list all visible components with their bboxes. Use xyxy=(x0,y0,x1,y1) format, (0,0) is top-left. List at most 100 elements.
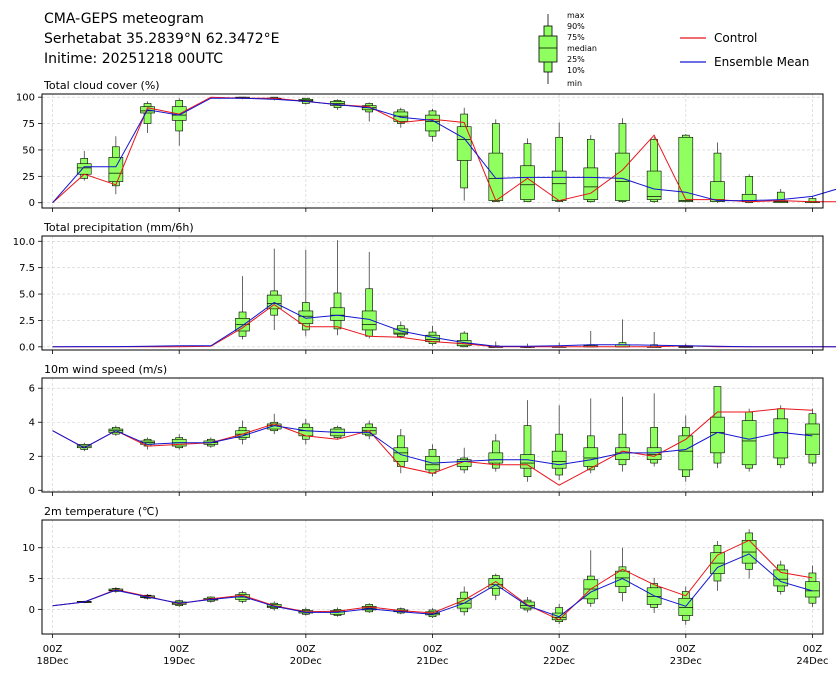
x-tick-label-time: 00Z xyxy=(296,644,316,655)
ensemble-box xyxy=(520,400,535,482)
box-legend: max 90% 75% median 25% 10% min xyxy=(538,11,597,88)
panel-0: 0 25 50 75 100 xyxy=(16,93,836,212)
title-line-1: CMA-GEPS meteogram xyxy=(44,11,204,27)
ensemble-box xyxy=(583,398,599,474)
x-tick-label-date: 19Dec xyxy=(163,656,195,667)
legend-p10-label: 10% xyxy=(567,66,585,75)
box-inner xyxy=(583,447,599,467)
legend-median-label: median xyxy=(567,44,597,53)
box-inner xyxy=(773,418,789,459)
legend-min-label: min xyxy=(567,79,582,88)
y-tick-label: 7.5 xyxy=(19,263,35,274)
ensemble-box xyxy=(773,560,789,595)
box-inner xyxy=(805,423,820,455)
ensemble-box xyxy=(330,240,345,336)
panel-frame xyxy=(41,235,824,351)
y-tick-label: 0 xyxy=(29,486,35,497)
legend-ensemble-label: Ensemble Mean xyxy=(714,55,809,69)
box-inner xyxy=(361,310,377,331)
ensemble-mean-line xyxy=(52,425,813,466)
legend-control-label: Control xyxy=(714,31,757,45)
panel-2: 0 2 4 6 xyxy=(29,377,824,497)
box-outer xyxy=(460,332,468,348)
box-inner xyxy=(108,157,124,182)
y-tick-label: 10.0 xyxy=(13,237,35,248)
box-inner xyxy=(520,165,535,200)
box-inner xyxy=(678,136,694,202)
box-inner xyxy=(425,114,440,132)
ensemble-mean-line xyxy=(52,97,836,204)
box-inner xyxy=(298,427,314,437)
ensemble-box xyxy=(551,122,567,202)
ensemble-box xyxy=(615,118,630,203)
ensemble-box xyxy=(76,442,92,452)
box-outer xyxy=(143,103,152,124)
y-tick-label: 5 xyxy=(29,574,35,585)
ensemble-mean-line xyxy=(52,301,836,348)
x-tick-label-time: 00Z xyxy=(803,644,823,655)
box-outer xyxy=(555,136,563,202)
box-inner xyxy=(615,447,630,460)
ensemble-box xyxy=(741,408,757,472)
ensemble-box xyxy=(710,540,725,591)
ensemble-box xyxy=(805,565,820,607)
box-inner xyxy=(678,435,694,471)
panel-title-wind: 10m wind speed (m/s) xyxy=(44,363,167,376)
panel-3: 051000Z18Dec00Z19Dec00Z20Dec00Z21Dec00Z2… xyxy=(22,519,828,667)
x-tick-label-date: 22Dec xyxy=(543,656,575,667)
control-line xyxy=(52,539,813,621)
x-tick-label-date: 23Dec xyxy=(670,656,702,667)
box-inner xyxy=(456,126,472,161)
box-inner xyxy=(488,578,504,589)
ensemble-box xyxy=(171,98,187,146)
ensemble-box xyxy=(425,108,440,142)
box-inner xyxy=(710,416,725,454)
ensemble-box xyxy=(488,119,504,202)
line-legend: Control Ensemble Mean xyxy=(680,31,809,69)
y-tick-label: 75 xyxy=(22,119,35,130)
y-tick-label: 2.5 xyxy=(19,316,35,327)
box-inner xyxy=(615,152,630,201)
panel-title-temp: 2m temperature (℃) xyxy=(44,505,159,518)
ensemble-box xyxy=(678,415,694,482)
legend-box-inner xyxy=(538,35,558,63)
legend-p25-label: 25% xyxy=(567,55,585,64)
box-outer xyxy=(650,427,658,464)
box-outer xyxy=(745,176,753,204)
ensemble-box xyxy=(805,408,820,467)
y-tick-label: 2 xyxy=(29,452,35,463)
y-tick-label: 0 xyxy=(29,198,35,209)
ensemble-box xyxy=(710,386,725,469)
ensemble-box xyxy=(646,137,662,203)
box-outer xyxy=(523,425,532,477)
x-tick-label-time: 00Z xyxy=(43,644,63,655)
y-tick-label: 6 xyxy=(29,384,35,395)
box-inner xyxy=(646,170,662,200)
panel-frame xyxy=(41,377,824,493)
box-inner xyxy=(551,450,567,469)
x-tick-label-date: 21Dec xyxy=(416,656,448,667)
box-inner xyxy=(741,420,757,466)
y-tick-label: 0.0 xyxy=(19,342,35,353)
ensemble-box xyxy=(456,107,472,201)
control-line xyxy=(52,408,813,486)
x-tick-label-date: 20Dec xyxy=(290,656,322,667)
x-tick-label-time: 00Z xyxy=(169,644,189,655)
title-line-3: Initime: 20251218 00UTC xyxy=(44,51,223,67)
y-tick-label: 100 xyxy=(16,93,35,104)
legend-p90-label: 90% xyxy=(567,22,585,31)
ensemble-mean-line xyxy=(52,553,813,618)
box-inner xyxy=(520,454,535,469)
box-inner xyxy=(393,328,409,335)
ensemble-box xyxy=(361,251,377,339)
x-tick-label-time: 00Z xyxy=(423,644,443,655)
legend-p75-label: 75% xyxy=(567,33,585,42)
y-tick-label: 4 xyxy=(29,418,35,429)
x-tick-label-date: 18Dec xyxy=(37,656,69,667)
ensemble-box xyxy=(678,134,694,203)
y-tick-label: 25 xyxy=(22,172,35,183)
box-inner xyxy=(488,152,504,201)
x-tick-label-time: 00Z xyxy=(549,644,569,655)
